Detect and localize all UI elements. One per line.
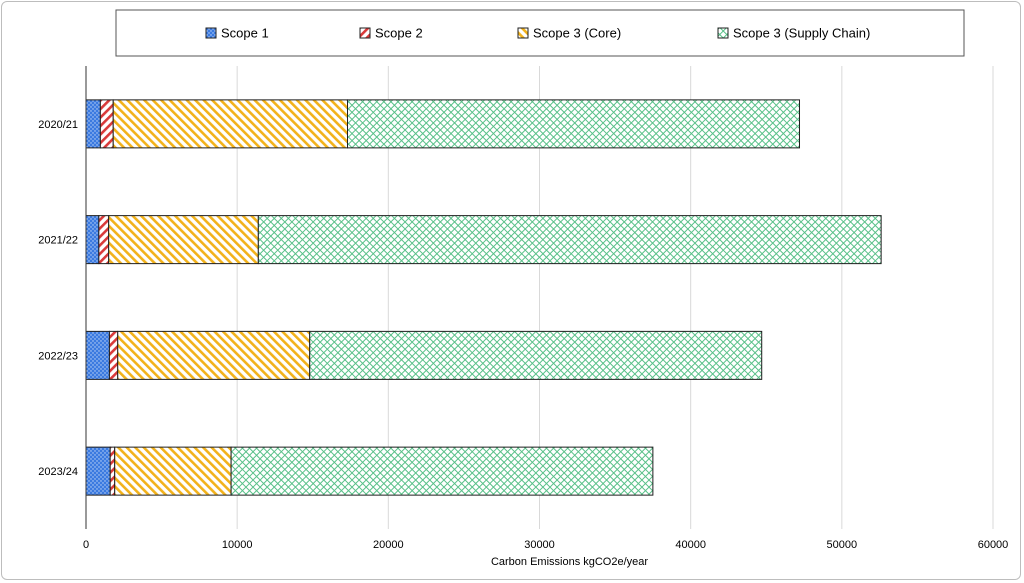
bar-scope-3-supply-chain: [257, 215, 882, 265]
legend-swatch: [205, 27, 217, 39]
y-tick-labels: 2020/21 2021/22 2022/23 2023/24: [38, 119, 78, 478]
y-tick-label: 2020/21: [38, 119, 78, 131]
bar-scope-3-core: [117, 330, 311, 380]
legend-swatch: [517, 27, 529, 39]
bar-scope-3-supply-chain: [230, 446, 654, 496]
y-tick-label: 2021/22: [38, 235, 78, 247]
x-tick-labels: 0 10000 20000 30000 40000 50000 60000: [83, 539, 1008, 551]
bar-scope-2: [109, 446, 116, 496]
x-tick-label: 10000: [222, 539, 253, 551]
x-tick-label: 30000: [524, 539, 555, 551]
bar-scope-1: [85, 446, 111, 496]
bar-group: [85, 99, 882, 496]
legend-box: [115, 9, 965, 57]
bar-scope-1: [85, 215, 100, 265]
bar-scope-2: [108, 330, 119, 380]
bar-scope-1: [85, 99, 101, 149]
bar-scope-3-supply-chain: [347, 99, 801, 149]
legend-label: Scope 1: [221, 26, 269, 41]
y-tick-label: 2023/24: [38, 466, 78, 478]
legend-label: Scope 3 (Core): [533, 26, 621, 41]
legend: Scope 1 Scope 2 Scope 3 (Core) Scope 3 (Sup…: [205, 26, 870, 41]
legend-swatch: [717, 27, 729, 39]
bar-scope-2: [98, 215, 110, 265]
x-tick-label: 20000: [373, 539, 404, 551]
bar-scope-3-core: [108, 215, 259, 265]
x-tick-label: 40000: [675, 539, 706, 551]
x-tick-label: 50000: [827, 539, 858, 551]
legend-swatch: [359, 27, 371, 39]
bar-scope-2: [99, 99, 114, 149]
legend-label: Scope 3 (Supply Chain): [733, 26, 870, 41]
x-tick-label: 0: [83, 539, 89, 551]
x-tick-label: 60000: [978, 539, 1009, 551]
x-axis-label: Carbon Emissions kgCO2e/year: [491, 556, 648, 568]
bar-scope-3-core: [114, 446, 232, 496]
y-tick-label: 2022/23: [38, 350, 78, 362]
legend-label: Scope 2: [375, 26, 423, 41]
bar-scope-3-supply-chain: [309, 330, 763, 380]
bar-scope-1: [85, 330, 110, 380]
bar-scope-3-core: [112, 99, 349, 149]
